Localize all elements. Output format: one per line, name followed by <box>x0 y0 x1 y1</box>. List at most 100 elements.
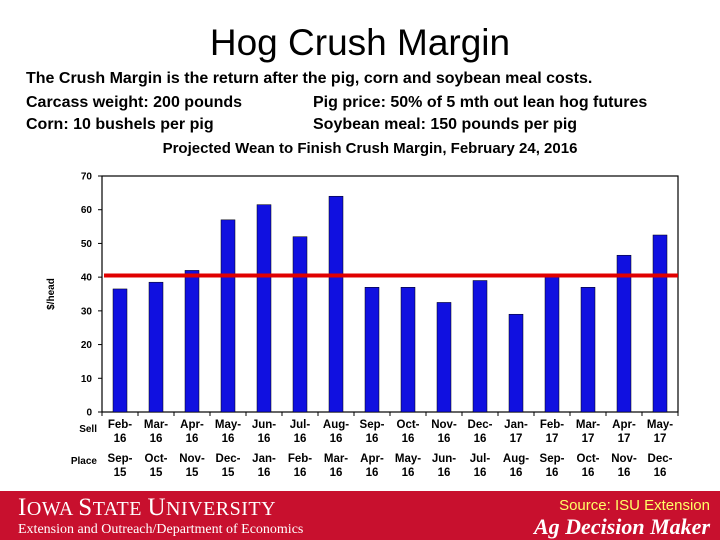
place-year-label: 16 <box>582 467 595 479</box>
place-year-label: 16 <box>654 467 667 479</box>
place-year-label: 16 <box>402 467 415 479</box>
bar <box>400 287 416 413</box>
place-row-label: Place <box>71 456 98 467</box>
sell-month-label: Apr- <box>180 419 204 431</box>
source-text: Source: ISU Extension <box>559 497 710 514</box>
bar <box>580 287 596 413</box>
sell-year-label: 16 <box>258 433 271 445</box>
sell-month-label: Mar- <box>576 419 600 431</box>
slide-title: Hog Crush Margin <box>209 22 511 63</box>
sell-year-label: 17 <box>510 433 523 445</box>
sell-year-label: 16 <box>294 433 307 445</box>
bar <box>112 288 128 413</box>
place-year-label: 16 <box>330 467 343 479</box>
sell-month-label: Feb- <box>540 419 564 431</box>
logo-letter-u: U <box>147 494 167 521</box>
place-year-label: 16 <box>474 467 487 479</box>
logo-text-owa: OWA <box>26 498 79 520</box>
sell-month-label: May- <box>647 419 673 431</box>
logo-text-niversity: NIVERSITY <box>166 498 277 520</box>
soybean-meal-text: Soybean meal: 150 pounds per pig <box>313 116 578 133</box>
bar <box>508 313 524 413</box>
place-year-label: 16 <box>294 467 307 479</box>
place-month-label: Jan- <box>252 453 276 465</box>
place-month-label: Jul- <box>470 453 491 465</box>
y-tick-label: 70 <box>81 172 93 183</box>
logo-text-tate: TATE <box>92 498 148 520</box>
iowa-state-university-logo: IOWA STATE UNIVERSITY <box>18 494 276 522</box>
sell-month-label: Nov- <box>431 419 457 431</box>
pig-price-text: Pig price: 50% of 5 mth out lean hog fut… <box>313 94 648 111</box>
sell-year-label: 17 <box>654 433 667 445</box>
sell-month-label: Dec- <box>468 419 493 431</box>
place-month-label: Aug- <box>503 453 529 465</box>
bar <box>616 254 632 413</box>
sell-year-label: 17 <box>582 433 595 445</box>
ag-decision-maker-logo: Ag Decision Maker <box>534 514 710 539</box>
sell-year-label: 16 <box>186 433 199 445</box>
sell-month-label: Mar- <box>144 419 168 431</box>
logo-letter-i: I <box>18 494 27 521</box>
sell-month-label: Jan- <box>504 419 528 431</box>
bar <box>436 302 452 413</box>
sell-year-label: 16 <box>222 433 235 445</box>
place-year-label: 15 <box>186 467 199 479</box>
sell-month-label: Apr- <box>612 419 636 431</box>
place-month-label: Nov- <box>611 453 637 465</box>
bar <box>472 280 488 413</box>
place-month-label: Jun- <box>432 453 456 465</box>
sell-year-label: 17 <box>546 433 559 445</box>
place-month-label: Apr- <box>360 453 384 465</box>
bar <box>328 195 344 413</box>
sell-month-label: Jun- <box>252 419 276 431</box>
sell-month-label: Oct- <box>397 419 420 431</box>
sell-year-label: 16 <box>330 433 343 445</box>
y-tick-label: 50 <box>81 239 93 250</box>
sell-row-label: Sell <box>79 424 97 435</box>
place-year-label: 15 <box>114 467 127 479</box>
sell-year-label: 17 <box>618 433 631 445</box>
y-tick-label: 20 <box>81 340 93 351</box>
place-month-label: Oct- <box>145 453 168 465</box>
place-year-label: 16 <box>366 467 379 479</box>
sell-month-label: Feb- <box>108 419 132 431</box>
carcass-weight-text: Carcass weight: 200 pounds <box>26 94 243 111</box>
place-year-label: 16 <box>510 467 523 479</box>
bar <box>256 204 272 413</box>
bar <box>364 287 380 413</box>
department-text: Extension and Outreach/Department of Eco… <box>18 522 304 537</box>
bar <box>652 234 668 413</box>
place-month-label: May- <box>395 453 421 465</box>
place-year-label: 16 <box>438 467 451 479</box>
sell-year-label: 16 <box>402 433 415 445</box>
place-month-label: Nov- <box>179 453 205 465</box>
place-year-label: 16 <box>546 467 559 479</box>
place-month-label: Sep- <box>108 453 133 465</box>
logo-letter-s: S <box>78 494 93 521</box>
bar <box>184 270 200 413</box>
y-tick-label: 30 <box>81 306 93 317</box>
bar <box>544 276 560 413</box>
y-axis-label: $/head <box>46 278 57 310</box>
bar <box>220 219 236 413</box>
bar <box>148 281 164 413</box>
sell-month-label: Jul- <box>290 419 311 431</box>
sell-month-label: Sep- <box>360 419 385 431</box>
footer-bar <box>0 491 720 540</box>
place-year-label: 15 <box>150 467 163 479</box>
place-year-label: 15 <box>222 467 235 479</box>
place-year-label: 16 <box>258 467 271 479</box>
place-month-label: Feb- <box>288 453 312 465</box>
place-month-label: Mar- <box>324 453 348 465</box>
place-month-label: Oct- <box>577 453 600 465</box>
description-line-1: The Crush Margin is the return after the… <box>26 70 593 87</box>
place-month-label: Dec- <box>648 453 673 465</box>
sell-month-label: May- <box>215 419 241 431</box>
sell-month-label: Aug- <box>323 419 349 431</box>
y-tick-label: 10 <box>81 374 93 385</box>
sell-year-label: 16 <box>150 433 163 445</box>
place-month-label: Dec- <box>216 453 241 465</box>
bar <box>292 236 308 413</box>
sell-year-label: 16 <box>438 433 451 445</box>
y-tick-label: 60 <box>81 205 93 216</box>
